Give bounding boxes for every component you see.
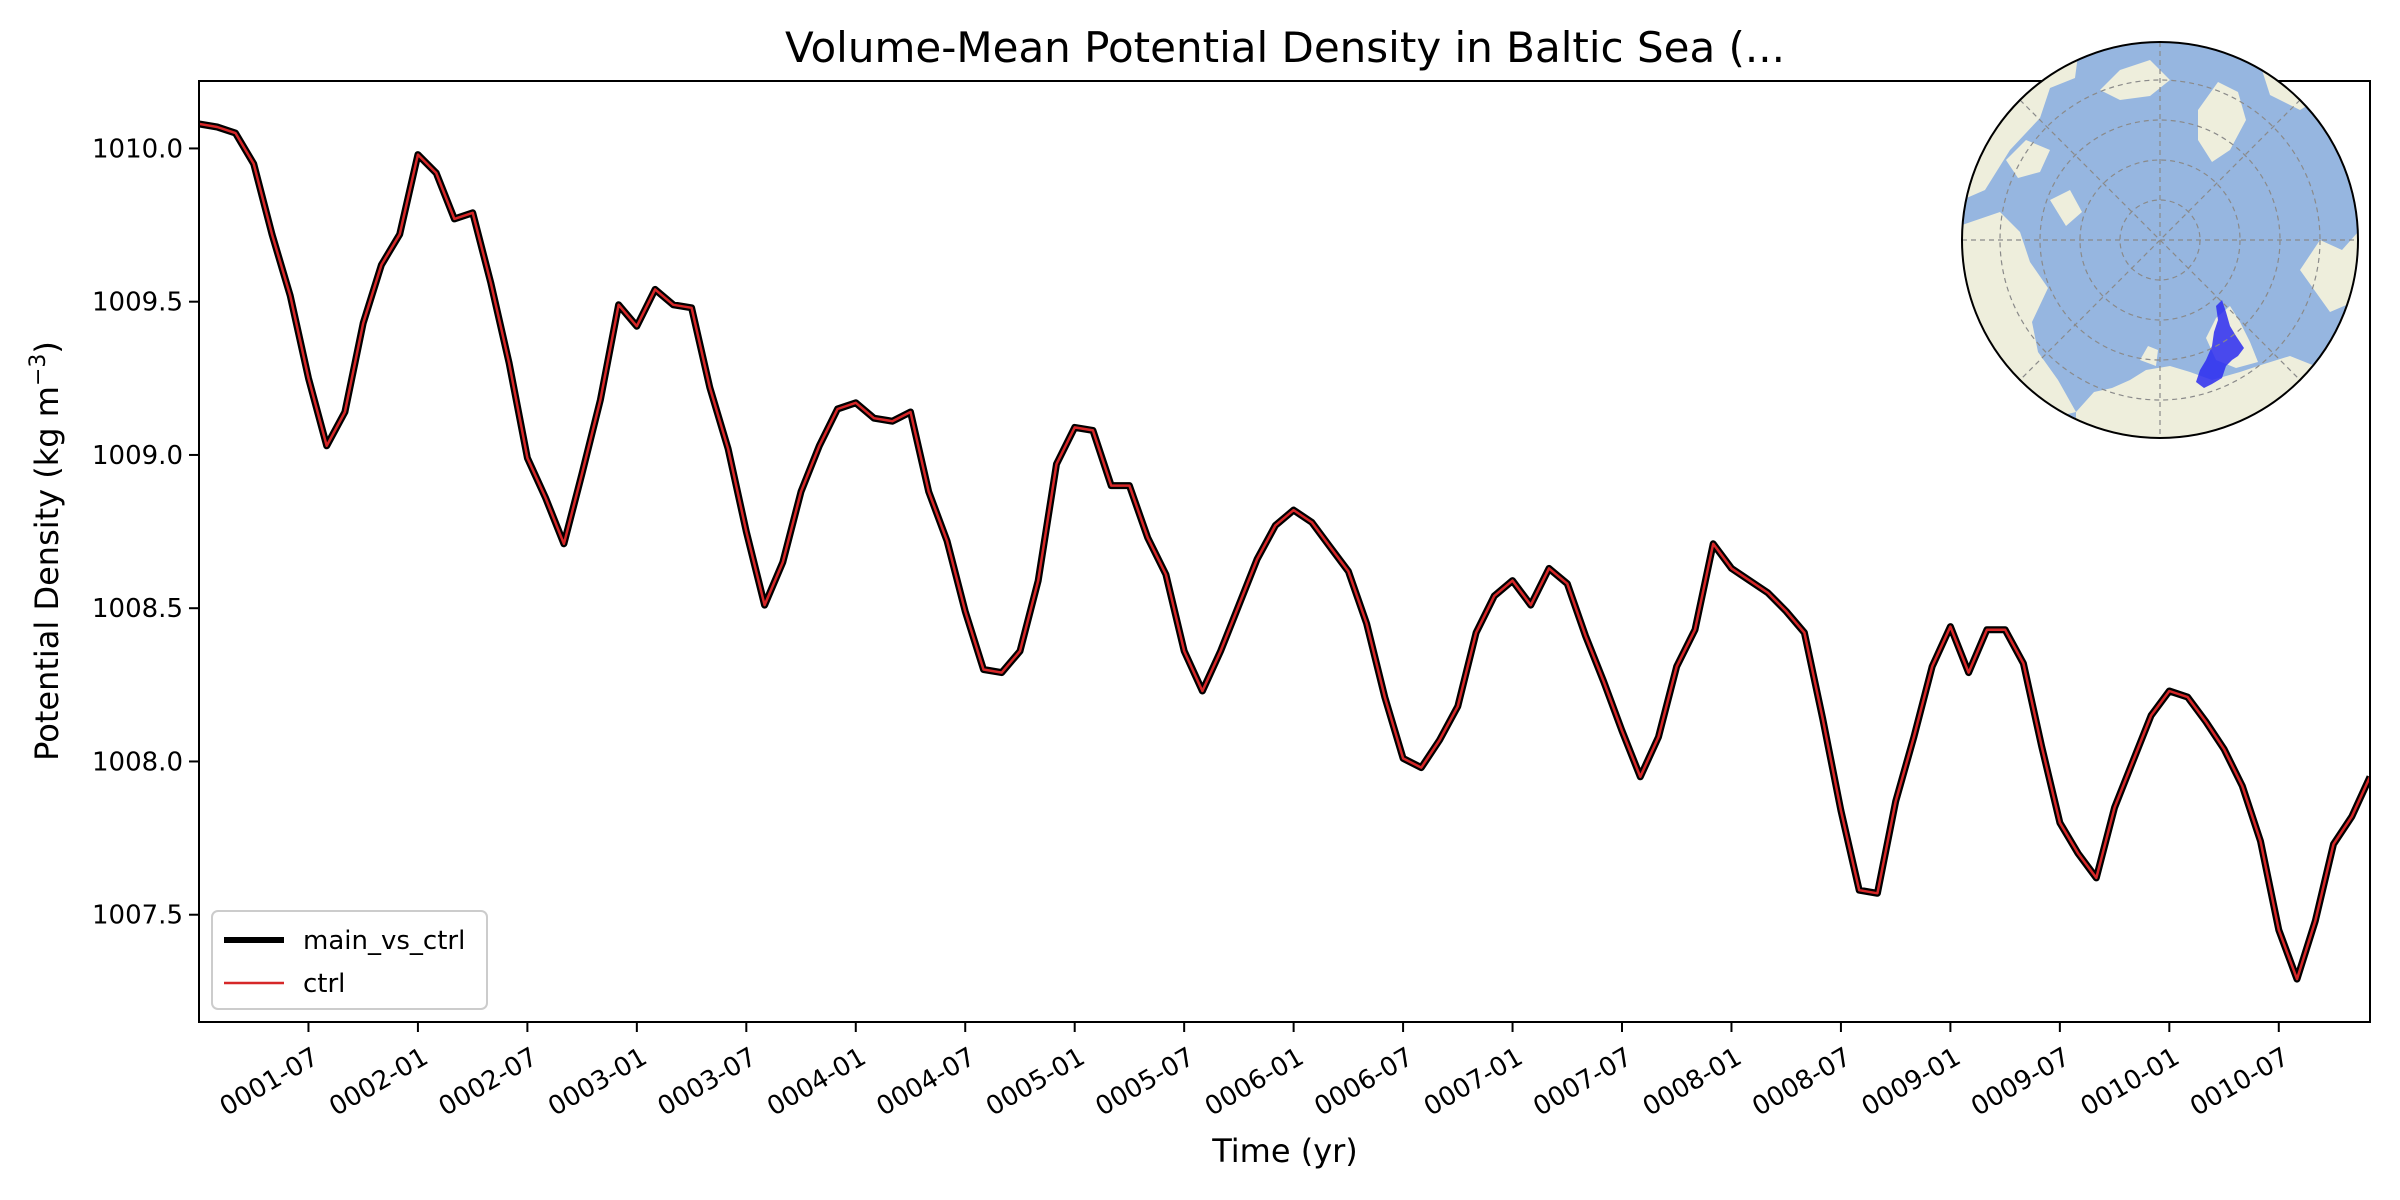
y-axis-label-superscript: −3 [26,354,51,386]
x-tick-label: 0009-01 [1857,1042,1966,1122]
x-tick-label: 0004-01 [762,1042,871,1122]
baltic-sea-region [2196,300,2244,388]
inset-map-gridlines [1962,42,2358,438]
x-tick-label: 0006-07 [1309,1042,1418,1122]
plot-frame [198,80,2371,1023]
legend: main_vs_ctrl ctrl [211,910,488,1010]
y-tick-label: 1010.0 [92,134,183,164]
x-tick-label: 0005-01 [981,1042,1090,1122]
x-tick-label: 0005-07 [1091,1042,1200,1122]
x-tick-label: 0003-01 [543,1042,652,1122]
x-tick-label: 0006-01 [1200,1042,1309,1122]
y-tick-label: 1009.5 [92,288,183,318]
series-layer [199,120,2370,983]
x-axis-label: Time (yr) [1211,1132,1358,1170]
x-tick-label: 0008-07 [1747,1042,1856,1122]
x-tick-label: 0001-07 [215,1042,324,1122]
x-tick-label: 0007-07 [1528,1042,1637,1122]
y-axis-label-main: Potential Density (kg m [28,386,66,761]
x-tick-label: 0007-01 [1419,1042,1528,1122]
x-tick-label: 0003-07 [653,1042,762,1122]
x-tick-label: 0008-01 [1638,1042,1747,1122]
y-axis-label: Potential Density (kg m−3) [26,341,66,761]
x-tick-label: 0002-01 [324,1042,433,1122]
x-tick-label: 0004-07 [872,1042,981,1122]
legend-frame [211,910,488,1010]
y-tick-label: 1009.0 [92,441,183,471]
chart-title: Volume-Mean Potential Density in Baltic … [785,23,1785,72]
x-tick-label: 0010-07 [2185,1042,2294,1122]
legend-label-ctrl: ctrl [303,969,345,999]
y-tick-label: 1008.5 [92,594,183,624]
x-tick-label: 0010-01 [2076,1042,2185,1122]
y-axis-ticks: 1007.5 1008.0 1008.5 1009.0 1009.5 1010.0 [92,134,199,931]
x-axis-ticks: 0001-07 0002-01 0002-07 0003-01 0003-07 0004-… [215,1022,2294,1122]
inset-map [1961,41,2359,439]
y-tick-label: 1007.5 [92,901,183,931]
x-tick-label: 0009-07 [1966,1042,2075,1122]
x-tick-label: 0002-07 [434,1042,543,1122]
legend-label-main-vs-ctrl: main_vs_ctrl [303,926,465,956]
y-axis-label-end: ) [28,341,66,353]
series-line-ctrl [199,122,2370,981]
y-tick-label: 1008.0 [92,747,183,777]
inset-map-border [1961,41,2359,439]
